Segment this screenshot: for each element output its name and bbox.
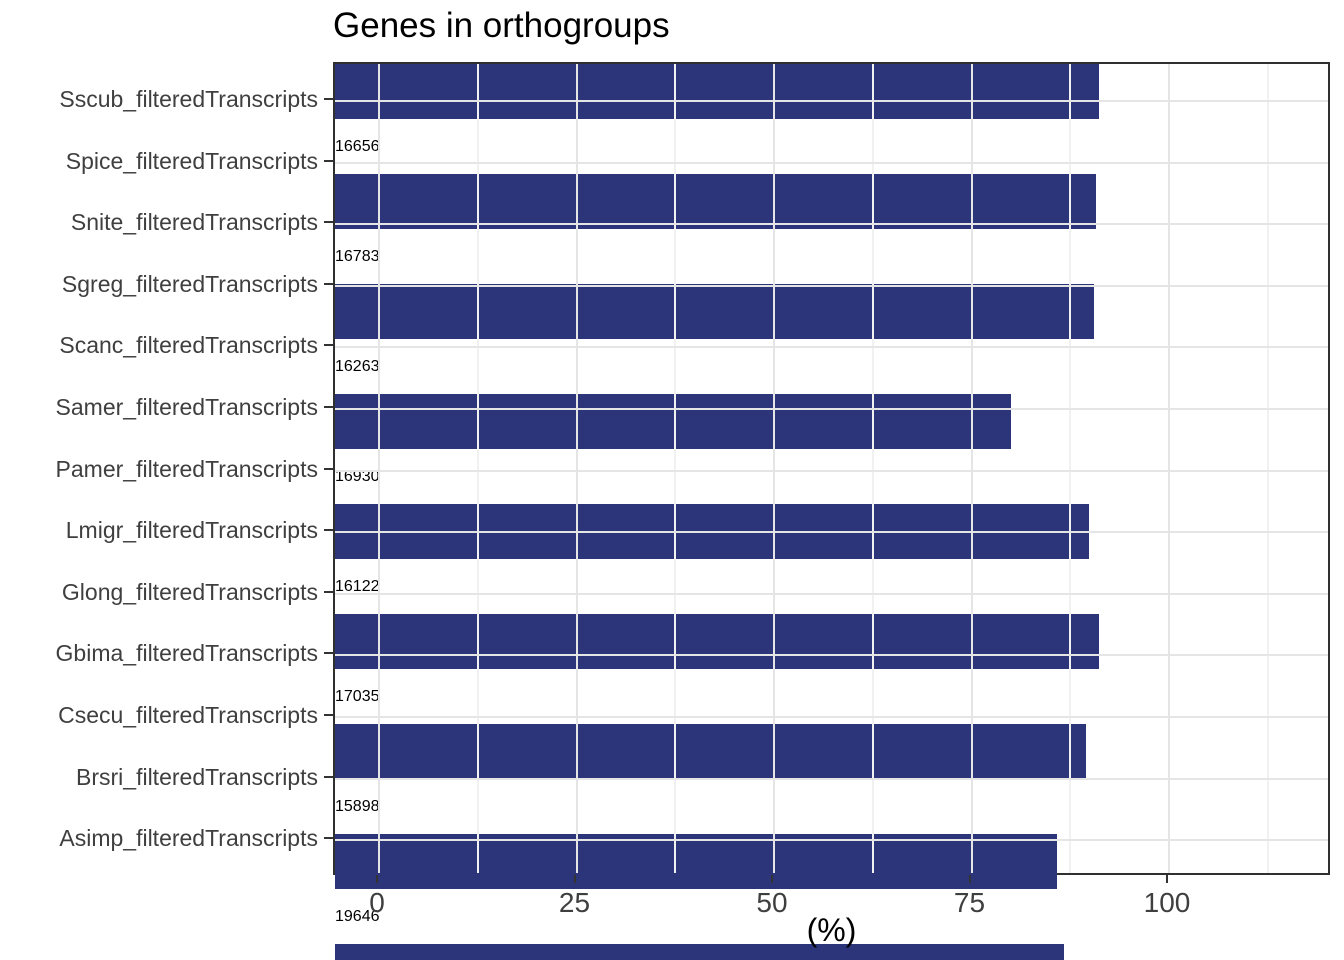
plot-panel: 16656 16783 16263 16930 16122 17035 15898 19646… <box>333 62 1330 960</box>
x-tick-mark <box>376 875 378 883</box>
bar-value-label: 16783 <box>335 248 380 265</box>
x-tick-mark <box>968 875 971 883</box>
y-tick-mark <box>324 159 333 162</box>
gridline-major-x <box>378 64 380 873</box>
bar-value-label: 16930 <box>335 468 380 485</box>
bar <box>335 394 1011 449</box>
y-axis-label: Gbima_filteredTranscripts <box>55 640 318 667</box>
x-tick-mark <box>573 875 576 883</box>
gridline-minor-x <box>871 64 874 873</box>
y-tick-mark <box>324 467 333 470</box>
gridline-minor-x <box>476 64 479 873</box>
gridline-major-y <box>335 531 1328 534</box>
y-axis-label: Asimp_filteredTranscripts <box>59 825 318 852</box>
y-tick-mark <box>324 98 333 100</box>
y-tick-mark <box>324 652 333 655</box>
x-axis-title: (%) <box>806 912 857 948</box>
x-tick-mark <box>1166 875 1168 883</box>
x-tick-label: 50 <box>756 887 788 918</box>
y-tick-mark <box>324 590 333 593</box>
y-axis-label: Brsri_filteredTranscripts <box>76 763 318 790</box>
y-axis-label: Sscub_filteredTranscripts <box>59 86 318 112</box>
gridline-major-x <box>575 64 578 873</box>
y-axis-label: Sgreg_filteredTranscripts <box>61 270 318 297</box>
bar <box>335 724 1086 779</box>
gridline-major-y <box>335 592 1328 595</box>
y-axis-label: Snite_filteredTranscripts <box>70 209 318 236</box>
bar <box>335 614 1100 669</box>
bar-value-label: 16656 <box>335 138 380 155</box>
y-axis-label: Lmigr_filteredTranscripts <box>65 517 318 544</box>
x-tick-label: 75 <box>953 887 986 918</box>
bar <box>335 64 1100 119</box>
y-tick-mark <box>324 344 333 347</box>
gridline-major-y <box>335 408 1328 410</box>
x-tick-label: 0 <box>369 887 385 918</box>
gridline-minor-x <box>674 64 677 873</box>
gridline-major-x <box>970 64 973 873</box>
chart-title: Genes in orthogroups <box>333 6 670 45</box>
x-tick-label: 100 <box>1143 887 1191 918</box>
bar-value-label: 16263 <box>335 358 380 375</box>
gridline-major-y <box>335 839 1328 842</box>
gridline-major-y <box>335 469 1328 472</box>
bar-value-label: 19646 <box>335 908 380 925</box>
gridline-minor-x <box>1266 64 1269 873</box>
gridline-major-y <box>335 716 1328 718</box>
x-tick-label: 25 <box>558 887 591 918</box>
gridline-major-y <box>335 100 1328 102</box>
bar-value-label: 15898 <box>335 798 380 815</box>
y-tick-mark <box>324 837 333 840</box>
bar <box>335 834 1057 889</box>
y-axis-label: Csecu_filteredTranscripts <box>58 702 318 728</box>
gridline-major-y <box>335 161 1328 164</box>
bar <box>335 284 1094 339</box>
gridline-major-y <box>335 654 1328 657</box>
x-tick-mark <box>771 875 773 883</box>
y-tick-mark <box>324 406 333 408</box>
bar-value-label: 17035 <box>335 688 380 705</box>
y-axis-label: Glong_filteredTranscripts <box>61 578 318 605</box>
gridline-major-x <box>1168 64 1170 873</box>
y-tick-mark <box>324 714 333 716</box>
y-tick-mark <box>324 775 333 778</box>
y-axis-label: Scanc_filteredTranscripts <box>59 332 318 359</box>
y-tick-mark <box>324 529 333 532</box>
gridline-major-y <box>335 223 1328 226</box>
gridline-major-x <box>773 64 775 873</box>
bar <box>335 944 1064 960</box>
bar-value-label: 16122 <box>335 578 380 595</box>
y-axis-label: Spice_filteredTranscripts <box>65 147 318 174</box>
bar <box>335 174 1097 229</box>
y-axis-label: Pamer_filteredTranscripts <box>55 455 318 482</box>
gridline-major-y <box>335 777 1328 780</box>
y-tick-mark <box>324 221 333 224</box>
gridline-major-y <box>335 284 1328 287</box>
y-axis-label: Samer_filteredTranscripts <box>55 394 318 420</box>
gridline-major-y <box>335 346 1328 349</box>
gridline-minor-x <box>1069 64 1072 873</box>
y-tick-mark <box>324 282 333 285</box>
